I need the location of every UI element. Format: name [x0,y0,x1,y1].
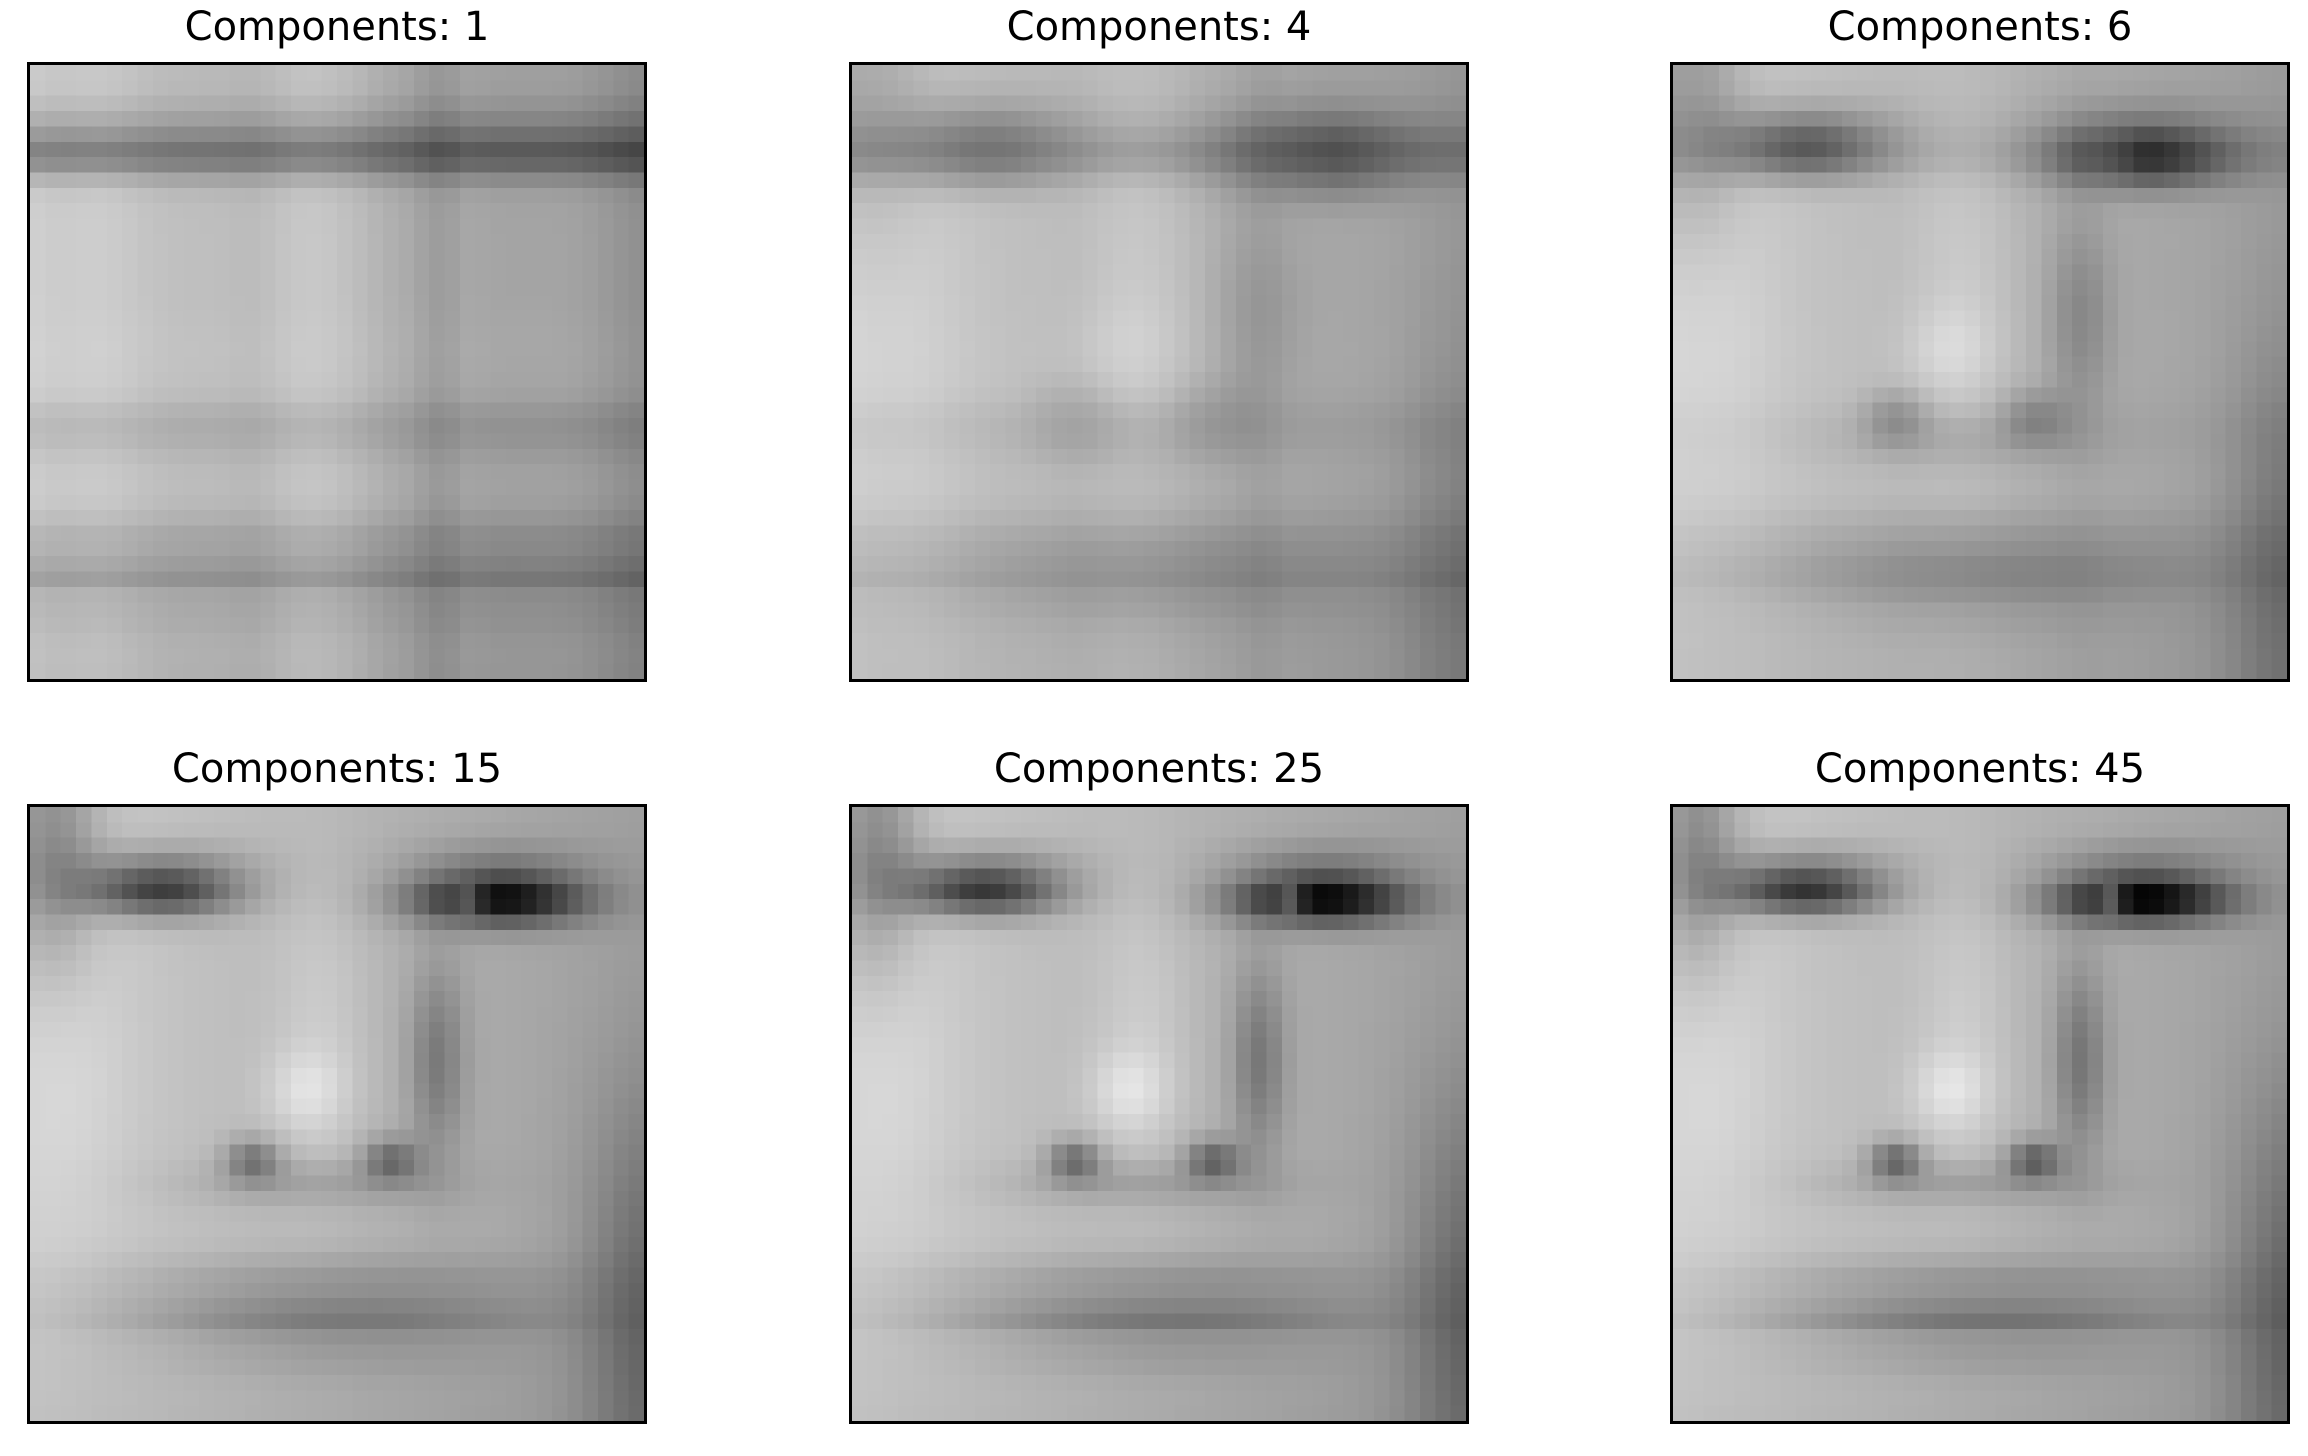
panel-title: Components: 1 [184,4,490,50]
panel-title: Components: 45 [1814,746,2146,792]
face-image [849,804,1469,1424]
panel-title: Components: 6 [1827,4,2133,50]
panel-title: Components: 25 [993,746,1325,792]
face-image-svg [30,65,644,679]
face-image-svg [1673,65,2287,679]
face-image [27,62,647,682]
face-image-svg [1673,807,2287,1421]
face-image-svg [30,807,644,1421]
panel-title: Components: 4 [1006,4,1312,50]
face-image [849,62,1469,682]
face-image-svg [852,807,1466,1421]
face-image [1670,62,2290,682]
panel-title: Components: 15 [171,746,503,792]
face-image [1670,804,2290,1424]
face-image-svg [852,65,1466,679]
face-image [27,804,647,1424]
